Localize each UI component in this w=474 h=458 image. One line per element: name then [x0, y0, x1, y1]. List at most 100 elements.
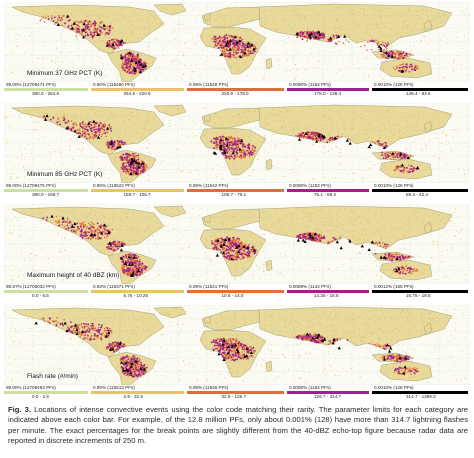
event-dot-tier-3 [101, 127, 104, 130]
event-dot-tier-1 [148, 32, 150, 34]
event-dot-tier-1 [459, 7, 461, 9]
event-dot-tier-1 [394, 109, 395, 111]
event-dot-tier-1 [164, 12, 166, 14]
event-dot-tier-1 [406, 126, 408, 128]
event-dot-tier-1 [265, 166, 267, 168]
event-dot-tier-2 [158, 128, 160, 130]
event-dot-tier-2 [228, 8, 230, 10]
event-dot-tier-1 [328, 133, 330, 135]
event-dot-tier-4 [306, 32, 309, 35]
event-dot-tier-3 [76, 20, 79, 23]
event-dot-tier-1 [461, 48, 463, 49]
event-dot-tier-1 [465, 176, 466, 178]
event-dot-tier-1 [38, 12, 40, 14]
event-dot-tier-1 [148, 66, 150, 68]
event-dot-tier-1 [463, 41, 465, 42]
event-dot-tier-2 [154, 19, 156, 21]
event-dot-tier-2 [427, 58, 429, 60]
event-dot-tier-3 [393, 169, 396, 172]
event-dot-tier-1 [287, 111, 289, 113]
event-dot-tier-1 [385, 135, 387, 137]
event-marker-tier-5 [139, 62, 143, 66]
legend-percent-label: 0.0010% (128 PFs) [374, 82, 414, 87]
event-dot-tier-1 [39, 13, 41, 14]
event-dot-tier-4 [249, 50, 252, 53]
event-dot-tier-1 [397, 136, 399, 138]
event-dot-tier-1 [270, 106, 272, 108]
event-dot-tier-2 [216, 114, 218, 116]
event-dot-tier-1 [283, 117, 285, 119]
event-dot-tier-1 [143, 108, 144, 110]
event-dot-tier-1 [112, 32, 113, 34]
event-dot-tier-2 [396, 139, 398, 141]
event-dot-tier-2 [215, 113, 217, 115]
event-dot-tier-3 [313, 38, 316, 40]
event-dot-tier-1 [435, 18, 437, 20]
event-dot-tier-1 [321, 124, 323, 126]
event-dot-tier-1 [142, 11, 144, 13]
event-dot-tier-3 [396, 168, 398, 170]
event-dot-tier-1 [375, 140, 377, 141]
event-dot-tier-2 [248, 136, 250, 138]
event-dot-tier-1 [147, 168, 149, 170]
event-dot-tier-1 [353, 21, 354, 22]
event-dot-tier-2 [237, 68, 239, 70]
event-dot-tier-1 [312, 106, 314, 108]
event-dot-tier-2 [324, 106, 326, 108]
event-dot-tier-1 [383, 70, 385, 71]
event-dot-tier-1 [365, 158, 366, 160]
event-dot-tier-1 [142, 143, 144, 144]
event-dot-tier-4 [217, 37, 219, 40]
event-dot-tier-1 [324, 125, 326, 127]
event-dot-tier-1 [114, 11, 116, 13]
event-dot-tier-4 [332, 34, 335, 37]
event-dot-tier-2 [251, 163, 253, 165]
event-dot-tier-3 [101, 133, 104, 136]
event-dot-tier-1 [333, 75, 335, 76]
event-dot-tier-2 [118, 136, 120, 138]
event-dot-tier-3 [94, 125, 97, 128]
event-dot-tier-2 [394, 119, 396, 121]
event-dot-tier-4 [225, 49, 228, 52]
event-dot-tier-1 [421, 112, 423, 114]
event-dot-tier-2 [309, 125, 311, 127]
event-dot-tier-1 [353, 38, 355, 40]
event-dot-tier-1 [119, 170, 121, 172]
event-dot-tier-1 [376, 39, 378, 41]
event-dot-tier-3 [248, 50, 250, 53]
event-dot-tier-1 [206, 15, 208, 17]
event-dot-tier-2 [402, 21, 404, 23]
event-dot-tier-1 [414, 134, 416, 136]
event-dot-tier-1 [147, 131, 149, 132]
event-dot-tier-1 [389, 121, 391, 123]
event-dot-tier-2 [385, 26, 387, 28]
event-dot-tier-1 [38, 112, 40, 114]
event-dot-tier-3 [232, 56, 235, 58]
event-dot-tier-1 [215, 19, 217, 21]
event-dot-tier-1 [421, 138, 423, 140]
event-dot-tier-3 [39, 19, 41, 22]
event-dot-tier-1 [244, 12, 245, 14]
event-dot-tier-1 [115, 62, 117, 63]
event-dot-tier-4 [130, 63, 132, 66]
event-dot-tier-3 [401, 166, 403, 168]
event-dot-tier-1 [281, 76, 283, 77]
event-dot-tier-3 [223, 136, 226, 138]
event-dot-tier-1 [141, 55, 142, 56]
event-dot-tier-1 [61, 21, 63, 23]
event-dot-tier-1 [322, 116, 324, 118]
event-dot-tier-2 [365, 139, 367, 141]
event-dot-tier-1 [229, 65, 231, 67]
event-dot-tier-1 [202, 31, 204, 33]
event-dot-tier-1 [352, 113, 354, 114]
event-dot-tier-3 [122, 166, 124, 168]
event-dot-tier-1 [248, 45, 249, 47]
event-dot-tier-3 [327, 40, 329, 43]
event-dot-tier-3 [252, 153, 255, 155]
event-marker-tier-5 [295, 31, 299, 35]
event-dot-tier-4 [94, 28, 97, 30]
event-dot-tier-1 [347, 5, 349, 6]
event-dot-tier-1 [331, 149, 332, 150]
event-dot-tier-3 [396, 50, 399, 53]
event-dot-tier-1 [398, 28, 400, 30]
